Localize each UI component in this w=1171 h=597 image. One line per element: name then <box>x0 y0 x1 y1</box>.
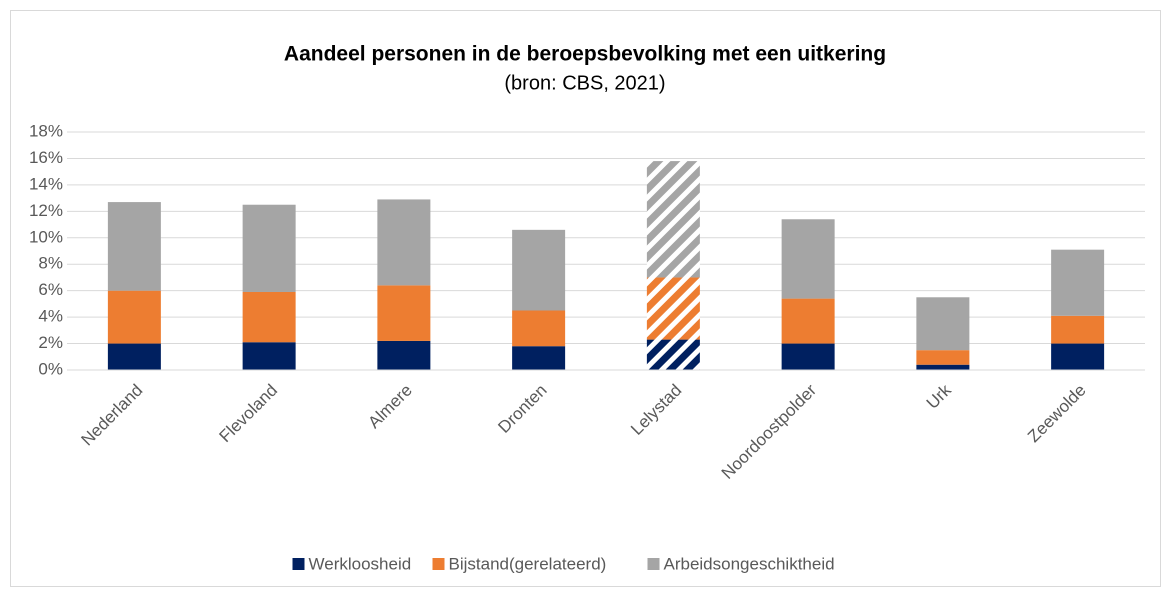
y-tick-label: 14% <box>29 174 63 193</box>
bar-segment <box>512 310 566 347</box>
bar-segment <box>107 343 161 370</box>
bar-segment <box>377 199 431 286</box>
bar-segment <box>242 291 296 343</box>
bar-segment <box>646 277 700 340</box>
bar-segment <box>646 339 700 370</box>
legend-swatch <box>292 558 305 570</box>
bar-segment <box>646 161 700 278</box>
bar-segment <box>1051 315 1105 344</box>
y-tick-label: 6% <box>38 280 63 299</box>
chart-border <box>10 10 1161 587</box>
legend-label: Werkloosheid <box>309 554 412 573</box>
bar-segment <box>781 219 835 299</box>
y-tick-label: 12% <box>29 201 63 220</box>
y-tick-label: 4% <box>38 307 63 326</box>
bar-segment <box>377 285 431 341</box>
bar-segment <box>242 204 296 292</box>
y-tick-label: 10% <box>29 227 63 246</box>
chart-subtitle: (bron: CBS, 2021) <box>504 72 665 94</box>
bar-segment <box>781 298 835 344</box>
bar-segment <box>1051 249 1105 316</box>
bar-segment <box>107 290 161 344</box>
y-tick-label: 18% <box>29 121 63 140</box>
bar-segment <box>916 297 970 351</box>
legend-swatch <box>432 558 445 570</box>
chart-title: Aandeel personen in de beroepsbevolking … <box>284 43 886 66</box>
bar-segment <box>916 350 970 365</box>
bar-segment <box>377 340 431 370</box>
bar-segment <box>916 364 970 370</box>
legend-label: Bijstand(gerelateerd) <box>449 554 607 573</box>
bar-segment <box>781 343 835 370</box>
bar-segment <box>1051 343 1105 370</box>
legend-label: Arbeidsongeschiktheid <box>664 554 835 573</box>
y-tick-label: 2% <box>38 333 63 352</box>
bar-segment <box>107 202 161 291</box>
bar-segment <box>242 342 296 370</box>
bar-segment <box>512 346 566 370</box>
y-tick-label: 16% <box>29 148 63 167</box>
y-tick-label: 0% <box>38 359 63 378</box>
legend-swatch <box>647 558 660 570</box>
y-tick-label: 8% <box>38 254 63 273</box>
bar-segment <box>512 229 566 311</box>
